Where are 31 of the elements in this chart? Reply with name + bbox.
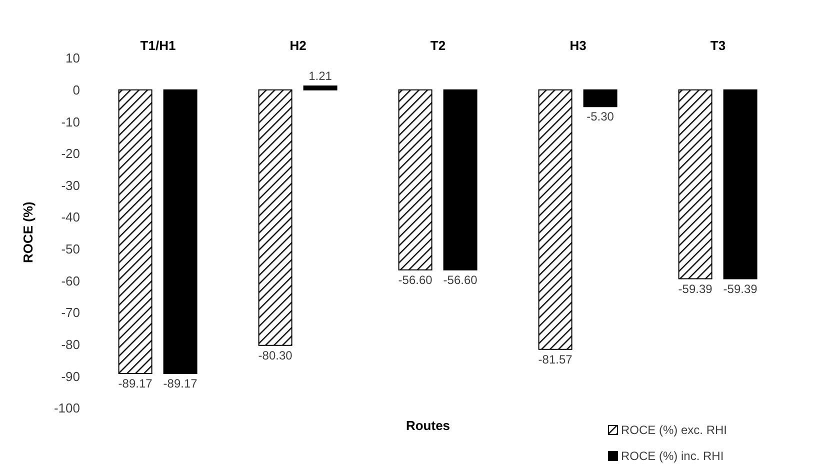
y-tick-label: -50 [61, 242, 80, 257]
data-label: -5.30 [586, 110, 614, 124]
y-tick-label: 10 [66, 50, 80, 66]
x-axis-title: Routes [406, 418, 450, 433]
data-label: -80.30 [258, 348, 293, 362]
y-tick-label: -70 [61, 305, 80, 320]
y-tick-label: -60 [61, 273, 80, 288]
x-tick-label: H3 [570, 38, 586, 53]
data-label: -89.17 [118, 376, 153, 391]
y-tick-label: -90 [61, 368, 80, 384]
data-label: -56.60 [398, 272, 433, 287]
data-label: -81.57 [538, 352, 573, 366]
data-label: -56.60 [443, 272, 478, 287]
data-label: -59.39 [678, 282, 713, 296]
data-label: 1.21 [308, 68, 332, 83]
y-tick-label: -100 [54, 400, 80, 416]
x-tick-label: T2 [430, 38, 446, 53]
data-label: -89.17 [163, 376, 198, 391]
y-tick-label: 0 [72, 82, 80, 98]
y-axis-title: ROCE (%) [20, 202, 36, 263]
y-tick-label: -40 [61, 210, 80, 225]
x-tick-label: T3 [710, 38, 726, 53]
data-label: -59.39 [723, 282, 758, 296]
legend-label: ROCE (%) exc. RHI [621, 423, 728, 437]
x-tick-label: H2 [290, 38, 306, 53]
y-tick-label: -20 [61, 146, 80, 162]
x-tick-label: T1/H1 [140, 38, 176, 53]
y-tick-label: -10 [61, 114, 80, 130]
y-tick-label: -30 [61, 178, 80, 193]
legend-label: ROCE (%) inc. RHI [621, 449, 724, 463]
y-tick-label: -80 [61, 336, 80, 352]
